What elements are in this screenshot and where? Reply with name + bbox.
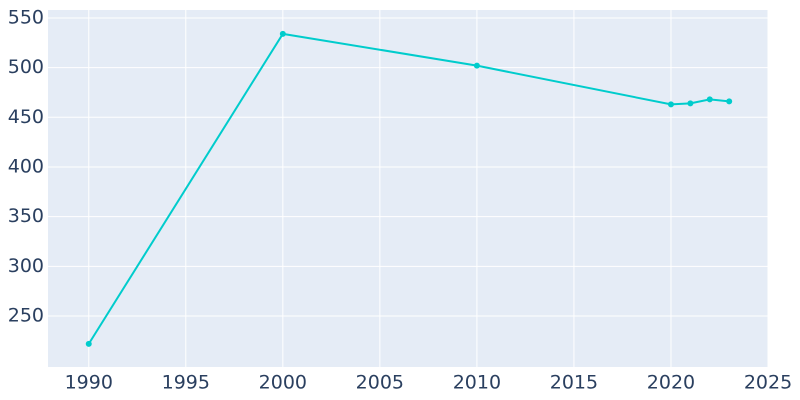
x-tick-label: 2000 <box>259 372 307 394</box>
plot-background <box>48 10 768 367</box>
point <box>706 96 713 103</box>
point <box>687 100 694 107</box>
y-tick-label: 300 <box>8 255 44 277</box>
point <box>85 340 92 347</box>
point <box>279 30 286 37</box>
x-tick-label: 1995 <box>162 372 210 394</box>
point <box>726 98 733 105</box>
x-tick-label: 2005 <box>356 372 404 394</box>
y-tick-label: 500 <box>8 56 44 78</box>
y-tick-label: 550 <box>8 6 44 28</box>
y-tick-label: 450 <box>8 106 44 128</box>
point <box>667 101 674 108</box>
x-tick-label: 1990 <box>65 372 113 394</box>
y-tick-label: 400 <box>8 155 44 177</box>
x-tick-label: 2020 <box>647 372 695 394</box>
point <box>473 62 480 69</box>
x-tick-label: 2010 <box>453 372 501 394</box>
y-tick-label: 250 <box>8 305 44 327</box>
y-tick-label: 350 <box>8 205 44 227</box>
x-tick-label: 2025 <box>744 372 792 394</box>
x-tick-label: 2015 <box>550 372 598 394</box>
